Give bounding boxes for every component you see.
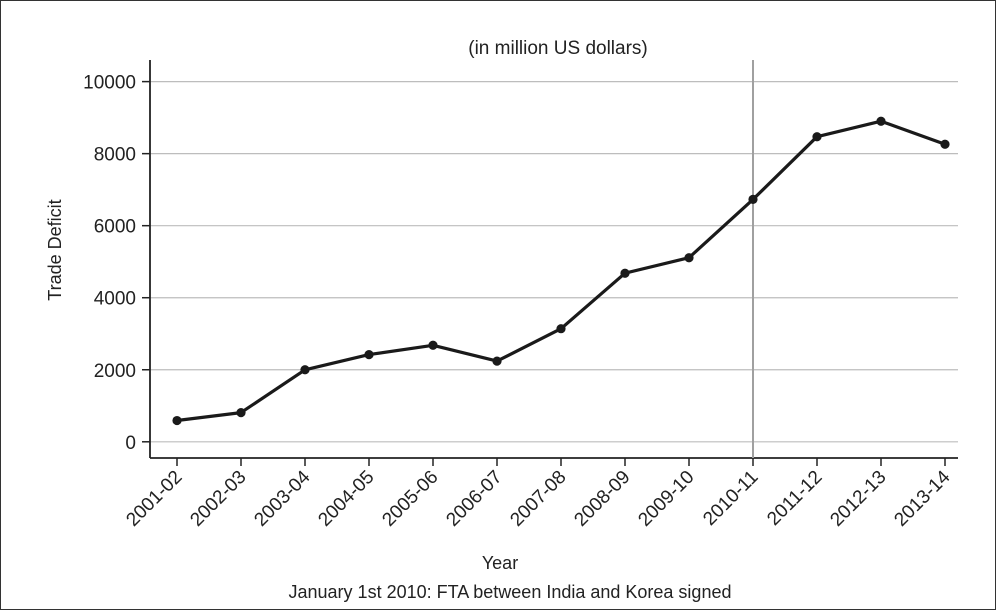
series-line (176, 119, 946, 423)
x-tick-label-2002-03: 2002-03 (186, 467, 250, 531)
chart-caption: January 1st 2010: FTA between India and … (289, 582, 732, 602)
chart-subtitle: (in million US dollars) (468, 38, 648, 59)
x-tick-label-2001-02: 2001-02 (122, 467, 186, 531)
data-point-2013-14 (940, 139, 950, 149)
data-point-2012-13 (876, 116, 886, 126)
data-point-2011-12 (812, 132, 822, 142)
x-tick-label-2003-04: 2003-04 (250, 466, 314, 530)
axes (149, 60, 958, 459)
x-axis-title: Year (482, 553, 518, 573)
y-tick-label-10000: 10000 (83, 73, 136, 94)
x-tick-label-2005-06: 2005-06 (378, 467, 442, 531)
x-tick-label-2008-09: 2008-09 (570, 467, 634, 531)
data-point-2003-04 (300, 365, 310, 375)
x-tick-label-2013-14: 2013-14 (890, 466, 954, 530)
y-tick-label-4000: 4000 (94, 289, 136, 310)
data-point-2005-06 (428, 340, 438, 350)
data-point-2001-02 (172, 415, 182, 426)
x-tick-label-2010-11: 2010-11 (699, 467, 762, 530)
data-point-2004-05 (364, 350, 374, 360)
y-axis-ticks: 0 2000 4000 6000 8000 10000 (83, 73, 150, 454)
x-tick-label-2007-08: 2007-08 (506, 467, 570, 531)
y-tick-label-6000: 6000 (94, 217, 136, 238)
data-point-2009-10 (684, 253, 694, 263)
data-point-2007-08 (556, 324, 566, 334)
data-point-2002-03 (236, 408, 246, 418)
x-tick-label-2009-10: 2009-10 (634, 467, 698, 531)
y-tick-label-2000: 2000 (94, 361, 136, 382)
plot-area (172, 60, 950, 458)
data-point-2010-11 (748, 194, 758, 204)
data-point-2008-09 (620, 268, 630, 278)
x-axis-ticks: 2001-02 2002-03 2003-04 2004-05 2005-06 2006-… (122, 458, 955, 531)
x-tick-label-2012-13: 2012-13 (826, 467, 890, 531)
grid (150, 81, 958, 443)
y-tick-label-0: 0 (125, 433, 136, 454)
y-axis-title: Trade Deficit (45, 199, 65, 300)
x-tick-label-2004-05: 2004-05 (314, 467, 378, 531)
data-point-2006-07 (492, 356, 502, 366)
x-tick-label-2011-12: 2011-12 (763, 467, 826, 530)
x-tick-label-2006-07: 2006-07 (442, 467, 506, 531)
y-tick-label-8000: 8000 (94, 145, 136, 166)
